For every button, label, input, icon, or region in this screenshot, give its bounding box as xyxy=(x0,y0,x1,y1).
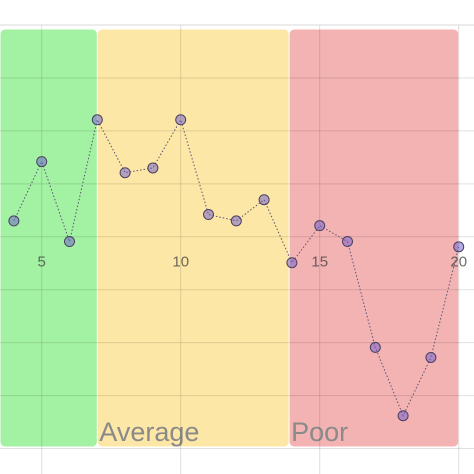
point xyxy=(91,114,103,126)
band xyxy=(97,29,289,447)
point xyxy=(425,351,437,363)
point xyxy=(36,156,48,168)
band-label: Average xyxy=(99,417,199,447)
point xyxy=(342,236,354,248)
x-tick-label: 20 xyxy=(450,254,467,271)
point xyxy=(119,167,131,179)
point xyxy=(175,114,187,126)
band xyxy=(0,29,97,447)
band xyxy=(289,29,459,447)
point xyxy=(286,257,298,269)
point xyxy=(369,341,381,353)
point xyxy=(397,410,409,422)
point xyxy=(8,215,20,227)
point xyxy=(258,194,270,206)
point xyxy=(203,209,215,221)
point xyxy=(314,220,326,232)
line xyxy=(13,118,460,417)
band-label: Poor xyxy=(291,417,348,447)
x-tick-label: 15 xyxy=(311,254,328,271)
point xyxy=(230,215,242,227)
point xyxy=(453,241,465,253)
point xyxy=(64,236,76,248)
x-tick-label: 5 xyxy=(38,254,46,271)
point xyxy=(147,162,159,174)
x-tick-label: 10 xyxy=(172,254,189,271)
